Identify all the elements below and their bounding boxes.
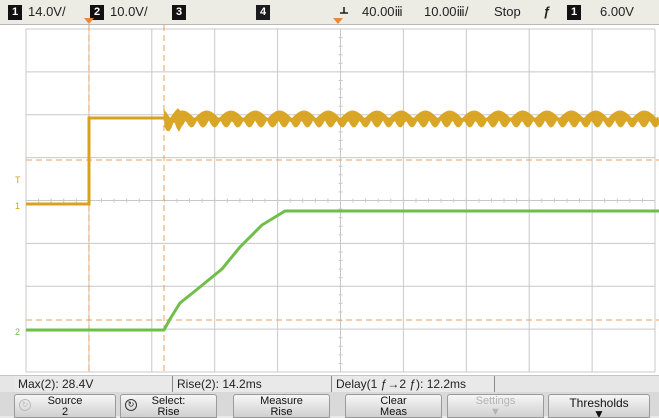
trigger-level[interactable]: 6.00V <box>600 4 634 19</box>
status-bar: 1 14.0V/ 2 10.0V/ 3 4 40.00ⅲ 10.00ⅲ/ Stop … <box>0 0 659 25</box>
settings-label: Settings <box>475 395 516 407</box>
measurement-bar: Max(2): 28.4V Rise(2): 14.2ms Delay(1 ƒ→… <box>0 375 659 392</box>
channel-1-trace <box>26 116 164 206</box>
settings-button[interactable]: Settings ▼ <box>447 394 544 418</box>
channel-1-ground-marker: 1 <box>15 201 20 211</box>
trigger-level-marker: T <box>15 175 21 185</box>
select-label: Select: <box>151 395 186 407</box>
measurement-delay: Delay(1 ƒ→2 ƒ): 12.2ms <box>332 376 495 392</box>
delay-icon <box>338 3 350 21</box>
rotate-knob-icon: ↻ <box>125 399 137 411</box>
waveform-display[interactable]: T 1 2 <box>0 25 659 375</box>
time-scale[interactable]: 10.00ⅲ/ <box>424 4 469 19</box>
channel-3-badge: 3 <box>172 5 186 21</box>
trigger-position-marker-icon <box>84 18 94 24</box>
measurement-rise: Rise(2): 14.2ms <box>173 376 332 392</box>
channel-2-trace <box>26 209 659 332</box>
measure-label: Measure <box>260 395 303 407</box>
trigger-slope-icon: ƒ <box>543 4 551 19</box>
measure-button[interactable]: Measure Rise <box>233 394 330 418</box>
channel-4-badge: 4 <box>256 5 270 21</box>
channel-2-ground-marker: 2 <box>15 327 20 337</box>
thresholds-button[interactable]: Thresholds ▼ <box>548 394 650 418</box>
delay-marker-icon <box>333 18 343 24</box>
source-button[interactable]: ↻ Source 2 <box>14 394 116 418</box>
channel-2-scale[interactable]: 2 10.0V/ <box>90 3 148 21</box>
clear-value: Meas <box>380 406 407 418</box>
channel-1-waveform <box>26 108 659 206</box>
graticule: T 1 2 <box>15 25 659 375</box>
thresholds-label: Thresholds <box>569 396 629 410</box>
channel-3-scale[interactable]: 3 <box>172 3 192 21</box>
clear-meas-button[interactable]: Clear Meas <box>345 394 442 418</box>
run-state: Stop <box>494 4 521 19</box>
rotate-knob-icon: ↻ <box>19 399 31 411</box>
channel-1-scale[interactable]: 1 14.0V/ <box>8 3 66 21</box>
softkey-bar: ↻ Source 2 ↻ Select: Rise Measure Rise C… <box>0 392 659 418</box>
channel-2-waveform <box>26 209 659 332</box>
channel-markers: T 1 2 <box>15 175 21 337</box>
channel-1-noise-band <box>163 108 659 132</box>
source-value: 2 <box>61 406 69 418</box>
down-arrow-icon: ▼ <box>593 407 605 418</box>
source-label: Source <box>47 395 83 407</box>
clear-label: Clear <box>380 395 407 407</box>
trigger-source-badge: 1 <box>567 5 581 21</box>
channel-2-badge: 2 <box>90 5 104 21</box>
select-value: Rise <box>157 406 180 418</box>
measure-value: Rise <box>270 406 293 418</box>
grid-lines <box>25 28 656 373</box>
channel-1-scale-value: 14.0V/ <box>28 4 66 19</box>
channel-4-scale[interactable]: 4 <box>256 3 276 21</box>
channel-1-badge: 1 <box>8 5 22 21</box>
time-delay[interactable]: 40.00ⅲ <box>362 4 403 19</box>
settings-arrow-icon: ▼ <box>490 406 501 418</box>
trigger-source[interactable]: 1 <box>567 3 587 21</box>
measurement-max: Max(2): 28.4V <box>14 376 173 392</box>
select-button[interactable]: ↻ Select: Rise <box>120 394 217 418</box>
channel-2-scale-value: 10.0V/ <box>110 4 148 19</box>
